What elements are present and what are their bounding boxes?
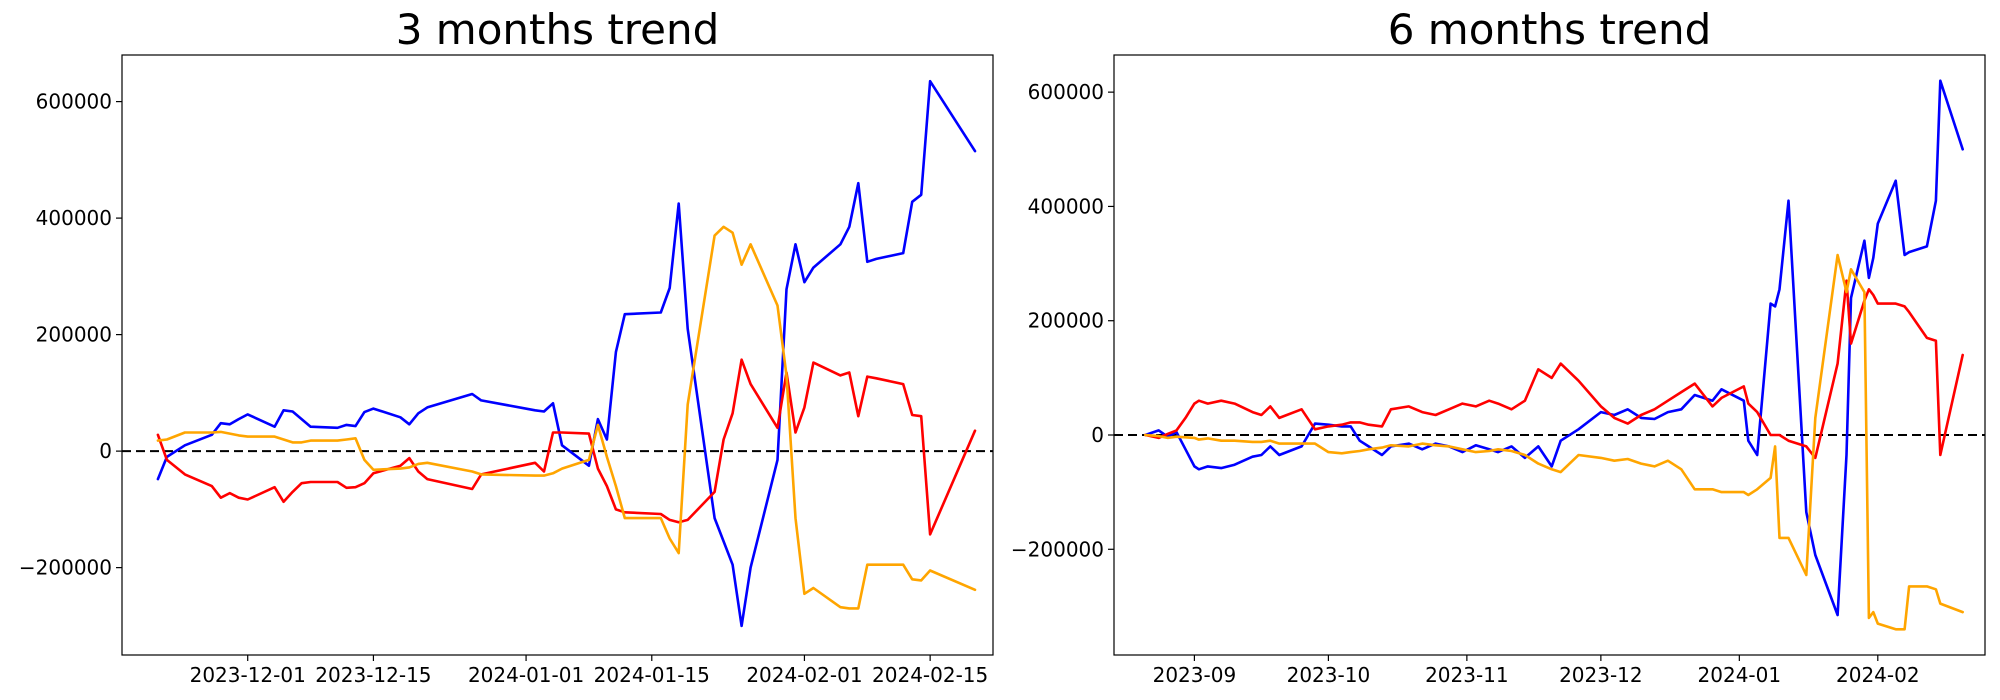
chart-3-months: 3 months trend 600000 400000 200000 0 −200000… [19,5,994,687]
x-tick-label: 2023-12-15 [315,663,431,687]
y-tick-label: −200000 [19,556,112,580]
x-tick-label: 2024-02 [1836,663,1920,687]
y-tick-label: 600000 [1028,80,1104,104]
series-line-0 [1144,79,1964,617]
x-tick-label: 2023-10 [1287,663,1371,687]
x-tick-label: 2024-02-15 [872,663,988,687]
x-tick-label: 2023-09 [1153,663,1237,687]
x-tick-label: 2024-02-01 [746,663,862,687]
y-tick-label: 0 [99,439,112,463]
x-tick-label: 2023-12 [1559,663,1643,687]
series-line-0 [156,79,977,628]
chart-title: 3 months trend [396,5,720,54]
y-tick-label: 400000 [36,206,112,230]
x-tick-label: 2024-01-15 [594,663,710,687]
series-line-1 [1144,279,1964,460]
y-tick-label: −200000 [1011,537,1104,561]
x-tick-label: 2024-01-01 [468,663,584,687]
chart-title: 6 months trend [1388,5,1712,54]
chart-6-months: 6 months trend 600000 400000 200000 0 −200000… [1011,5,1986,687]
x-tick-label: 2023-11 [1425,663,1509,687]
y-tick-label: 0 [1091,423,1104,447]
y-tick-label: 400000 [1028,194,1104,218]
plot-frame [121,54,994,656]
x-tick-label: 2024-01 [1698,663,1782,687]
plot-frame [1113,54,1986,656]
y-tick-label: 200000 [36,323,112,347]
y-tick-label: 200000 [1028,309,1104,333]
y-tick-label: 600000 [36,90,112,114]
x-tick-label: 2023-12-01 [190,663,306,687]
series-line-1 [156,358,977,536]
series-line-2 [1144,253,1964,631]
series-line-2 [156,225,977,610]
